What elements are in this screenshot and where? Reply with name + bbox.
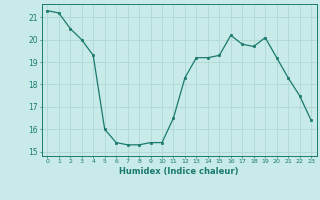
X-axis label: Humidex (Indice chaleur): Humidex (Indice chaleur) xyxy=(119,167,239,176)
